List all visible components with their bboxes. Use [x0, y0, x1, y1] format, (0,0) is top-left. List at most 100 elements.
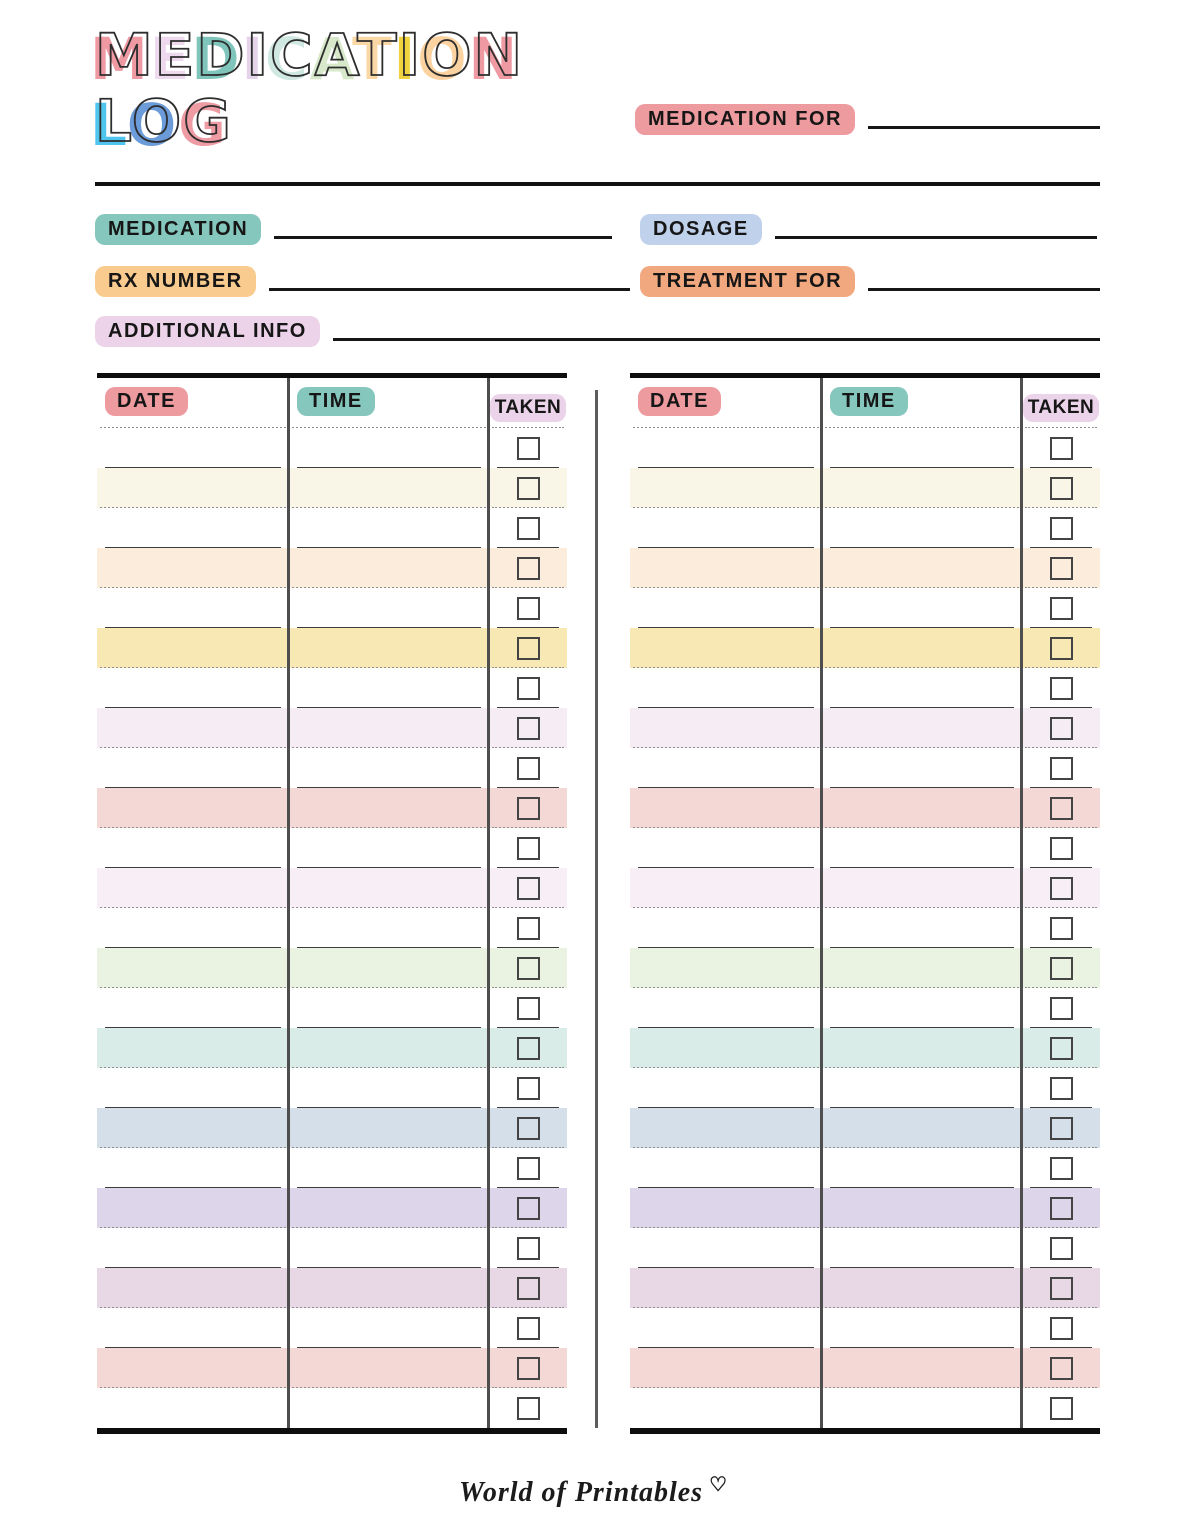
date-cell[interactable]	[97, 1148, 289, 1189]
time-cell[interactable]	[289, 1348, 489, 1389]
date-cell[interactable]	[97, 828, 289, 869]
taken-checkbox[interactable]	[516, 1156, 540, 1180]
taken-checkbox[interactable]	[516, 436, 540, 460]
time-cell[interactable]	[822, 908, 1022, 949]
taken-checkbox[interactable]	[516, 1396, 540, 1420]
time-cell[interactable]	[289, 1268, 489, 1309]
time-cell[interactable]	[289, 1068, 489, 1109]
time-cell[interactable]	[822, 1108, 1022, 1149]
time-cell[interactable]	[289, 828, 489, 869]
time-cell[interactable]	[289, 428, 489, 469]
date-cell[interactable]	[97, 1308, 289, 1349]
date-cell[interactable]	[97, 1028, 289, 1069]
time-cell[interactable]	[289, 868, 489, 909]
taken-checkbox[interactable]	[516, 916, 540, 940]
time-cell[interactable]	[289, 668, 489, 709]
taken-checkbox[interactable]	[516, 1276, 540, 1300]
time-cell[interactable]	[822, 428, 1022, 469]
date-cell[interactable]	[630, 1308, 822, 1349]
time-cell[interactable]	[289, 948, 489, 989]
time-cell[interactable]	[289, 1228, 489, 1269]
time-cell[interactable]	[289, 548, 489, 589]
taken-checkbox[interactable]	[516, 1076, 540, 1100]
date-cell[interactable]	[97, 788, 289, 829]
taken-checkbox[interactable]	[1049, 1236, 1073, 1260]
time-cell[interactable]	[822, 708, 1022, 749]
time-cell[interactable]	[822, 828, 1022, 869]
time-cell[interactable]	[822, 1388, 1022, 1428]
date-cell[interactable]	[97, 908, 289, 949]
date-cell[interactable]	[630, 428, 822, 469]
taken-checkbox[interactable]	[1049, 1276, 1073, 1300]
taken-checkbox[interactable]	[516, 1316, 540, 1340]
time-cell[interactable]	[289, 988, 489, 1029]
time-cell[interactable]	[289, 508, 489, 549]
date-cell[interactable]	[97, 1388, 289, 1428]
taken-checkbox[interactable]	[1049, 956, 1073, 980]
date-cell[interactable]	[630, 1028, 822, 1069]
taken-checkbox[interactable]	[1049, 1076, 1073, 1100]
time-cell[interactable]	[822, 1308, 1022, 1349]
taken-checkbox[interactable]	[1049, 1316, 1073, 1340]
taken-checkbox[interactable]	[1049, 556, 1073, 580]
date-cell[interactable]	[630, 1268, 822, 1309]
date-cell[interactable]	[97, 1068, 289, 1109]
time-cell[interactable]	[289, 588, 489, 629]
taken-checkbox[interactable]	[516, 716, 540, 740]
date-cell[interactable]	[97, 1268, 289, 1309]
date-cell[interactable]	[630, 868, 822, 909]
time-cell[interactable]	[289, 628, 489, 669]
medication-input-line[interactable]	[274, 236, 612, 239]
taken-checkbox[interactable]	[1049, 516, 1073, 540]
taken-checkbox[interactable]	[1049, 876, 1073, 900]
date-cell[interactable]	[630, 588, 822, 629]
taken-checkbox[interactable]	[1049, 1396, 1073, 1420]
time-cell[interactable]	[822, 1068, 1022, 1109]
time-cell[interactable]	[822, 508, 1022, 549]
taken-checkbox[interactable]	[1049, 836, 1073, 860]
taken-checkbox[interactable]	[516, 476, 540, 500]
taken-checkbox[interactable]	[516, 1236, 540, 1260]
taken-checkbox[interactable]	[516, 556, 540, 580]
taken-checkbox[interactable]	[1049, 436, 1073, 460]
time-cell[interactable]	[289, 1388, 489, 1428]
date-cell[interactable]	[630, 708, 822, 749]
date-cell[interactable]	[97, 588, 289, 629]
taken-checkbox[interactable]	[516, 1036, 540, 1060]
date-cell[interactable]	[97, 1188, 289, 1229]
date-cell[interactable]	[630, 748, 822, 789]
date-cell[interactable]	[630, 508, 822, 549]
date-cell[interactable]	[630, 1108, 822, 1149]
taken-checkbox[interactable]	[516, 796, 540, 820]
time-cell[interactable]	[822, 668, 1022, 709]
date-cell[interactable]	[630, 908, 822, 949]
date-cell[interactable]	[97, 508, 289, 549]
date-cell[interactable]	[97, 1108, 289, 1149]
taken-checkbox[interactable]	[516, 636, 540, 660]
time-cell[interactable]	[289, 708, 489, 749]
taken-checkbox[interactable]	[516, 596, 540, 620]
taken-checkbox[interactable]	[516, 836, 540, 860]
date-cell[interactable]	[97, 428, 289, 469]
date-cell[interactable]	[97, 1228, 289, 1269]
taken-checkbox[interactable]	[516, 1196, 540, 1220]
medication-for-input-line[interactable]	[867, 126, 1100, 129]
date-cell[interactable]	[97, 468, 289, 509]
taken-checkbox[interactable]	[1049, 1036, 1073, 1060]
time-cell[interactable]	[289, 1108, 489, 1149]
date-cell[interactable]	[630, 788, 822, 829]
taken-checkbox[interactable]	[516, 1356, 540, 1380]
date-cell[interactable]	[97, 1348, 289, 1389]
time-cell[interactable]	[289, 1308, 489, 1349]
taken-checkbox[interactable]	[516, 756, 540, 780]
time-cell[interactable]	[822, 1268, 1022, 1309]
date-cell[interactable]	[97, 628, 289, 669]
date-cell[interactable]	[97, 668, 289, 709]
taken-checkbox[interactable]	[1049, 1116, 1073, 1140]
time-cell[interactable]	[822, 1148, 1022, 1189]
date-cell[interactable]	[630, 628, 822, 669]
taken-checkbox[interactable]	[1049, 716, 1073, 740]
date-cell[interactable]	[630, 1068, 822, 1109]
time-cell[interactable]	[822, 868, 1022, 909]
time-cell[interactable]	[289, 468, 489, 509]
